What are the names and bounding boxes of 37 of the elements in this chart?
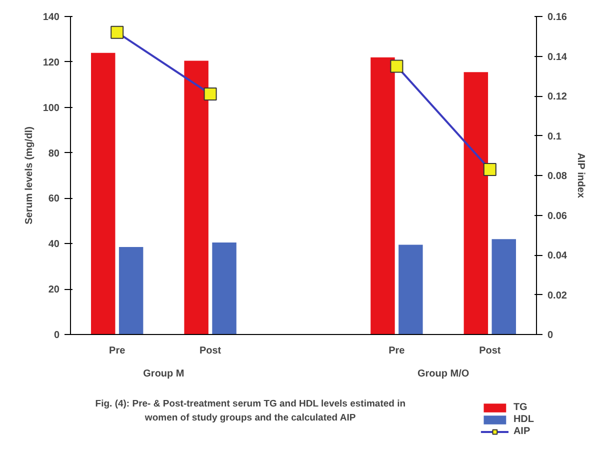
bar (118, 247, 144, 334)
y-tick-label: 120 (42, 57, 60, 68)
y2-tick-label: 0.08 (548, 171, 568, 182)
bar (212, 242, 236, 334)
legend-label: HDL (513, 414, 534, 425)
bar (398, 244, 423, 334)
bar (492, 239, 516, 334)
y2-tick-label: 0.06 (548, 210, 568, 222)
y2-tick-label: 0.16 (548, 12, 568, 23)
text: Group M (143, 368, 184, 380)
legend-label: TG (513, 402, 528, 413)
y-tick-label: 100 (42, 102, 60, 114)
y-tick-label: 40 (48, 239, 60, 250)
y2-axis-title: AIP index (574, 152, 586, 199)
text: Group M/O (417, 368, 470, 380)
text: Fig. (4): Pre- & Post-treatment serum TG and HDL levels estimated in women of study groups and the calculated AIP (95, 398, 406, 424)
x-tick-label: Post (479, 346, 502, 356)
y-tick-label: 60 (48, 194, 60, 205)
y2-tick-label: 0 (548, 330, 554, 341)
y2-tick-label: 0.14 (548, 52, 568, 63)
y-tick-label: 0 (54, 330, 60, 341)
x-tick-label: Post (199, 346, 222, 356)
y2-tick-label: 0.02 (548, 290, 568, 302)
y-tick-label: 20 (48, 284, 60, 296)
bar (370, 57, 395, 334)
y2-tick-label: 0.1 (548, 131, 562, 142)
bar (464, 72, 488, 334)
x-tick-label: Pre (109, 346, 126, 356)
y-axis-title: Serum levels (mg/dl) (24, 126, 35, 224)
y-tick-label: 80 (48, 148, 60, 160)
bar (91, 52, 116, 334)
y-tick-label: 140 (42, 12, 60, 23)
legend-label: AIP (513, 426, 532, 437)
x-tick-label: Pre (388, 346, 406, 356)
y2-tick-label: 0.12 (548, 92, 568, 102)
bar (184, 60, 208, 334)
y2-tick-label: 0.04 (548, 250, 568, 262)
